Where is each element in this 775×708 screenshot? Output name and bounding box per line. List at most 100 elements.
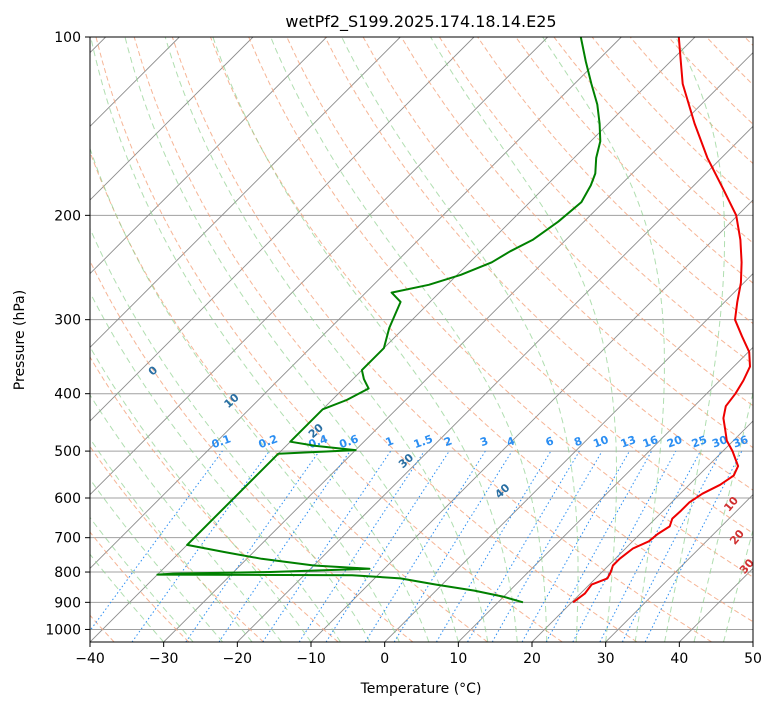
mixing-ratio-line [131, 450, 270, 642]
x-tick-label: −20 [223, 651, 253, 667]
x-tick-label: 10 [449, 651, 467, 667]
dry-adiabat-line [90, 531, 190, 642]
y-tick-label: 900 [54, 595, 81, 611]
moist-adiabat-line [723, 528, 753, 642]
isotherm-line [605, 494, 753, 642]
x-tick-label: −30 [149, 651, 179, 667]
dry-adiabat-line [400, 37, 753, 407]
mixing-ratio-line [644, 450, 743, 642]
profiles [156, 37, 751, 604]
moist-adiabat-line [664, 37, 726, 642]
isotherm-line [90, 37, 401, 348]
dewpoint-profile-line [156, 37, 602, 604]
isotherm-line [458, 346, 753, 642]
mixing-ratio-label: 1 [384, 434, 396, 449]
x-axis-label: Temperature (°C) [360, 681, 482, 697]
x-tick-label: −10 [296, 651, 326, 667]
temperature-profile-line [572, 37, 751, 604]
mixing-ratio-label: 10 [591, 433, 610, 451]
mixing-ratio-label: 8 [572, 434, 584, 449]
mixing-ratio-label: 20 [665, 433, 684, 451]
dry-adiabat-line [90, 356, 339, 642]
mixing-ratio-label: 36 [731, 433, 750, 451]
mixing-ratio-label: 30 [710, 433, 729, 451]
mixing-ratio-label: 3 [478, 434, 490, 449]
mixing-ratio-lines [90, 450, 743, 642]
mixing-ratio-label: 6 [544, 434, 556, 449]
mixing-ratio-line [218, 450, 351, 642]
moist-adiabat-line [124, 37, 459, 642]
isotherm-line [90, 37, 622, 569]
dry-adiabat-line [515, 37, 753, 284]
mixing-ratio-line [545, 450, 653, 642]
mixing-ratio-label: 25 [690, 433, 709, 450]
isobar-grid [90, 37, 753, 630]
mixing-ratio-label: 13 [619, 433, 638, 450]
dry-adiabat-line [171, 37, 712, 642]
dry-adiabat-line [95, 37, 563, 642]
x-tick-label: 30 [597, 651, 615, 667]
plot-area: 0.10.20.40.611.52346810131620253036-100-… [90, 37, 770, 642]
mixing-ratio-label: 0.1 [210, 432, 233, 451]
isotherm-line [90, 37, 475, 422]
dry-adiabat-line [248, 37, 753, 578]
dry-adiabat-line [210, 37, 753, 623]
y-tick-label: 300 [54, 313, 81, 329]
moist-adiabat-line [90, 227, 371, 642]
mixing-ratio-label: 1.5 [412, 432, 435, 451]
y-tick-label: 500 [54, 444, 81, 460]
x-axis: −40 −30 −20 −10 0 10 20 30 40 50 [75, 642, 762, 667]
y-tick-label: 700 [54, 531, 81, 547]
y-axis-label: Pressure (hPa) [12, 290, 28, 390]
mixing-ratio-label: 4 [505, 434, 517, 449]
isotherm-line [90, 37, 327, 275]
mixing-ratio-line [521, 450, 630, 642]
mixing-ratio-line [298, 450, 425, 642]
mixing-ratio-label: 0.2 [257, 432, 280, 451]
mixing-ratio-line [185, 450, 320, 642]
isotherm-line [90, 37, 254, 201]
y-tick-label: 1000 [45, 622, 81, 638]
isotherm-line [237, 125, 753, 642]
moist-adiabat-line [90, 516, 194, 642]
x-tick-label: 0 [380, 651, 389, 667]
moist-adiabat-line [90, 437, 253, 642]
moist-adiabat-line [270, 37, 548, 642]
isotherm-line [531, 420, 753, 642]
dry-adiabat-line [324, 37, 753, 491]
moist-adiabat-line [90, 394, 282, 642]
mixing-ratio-label: 0.6 [338, 432, 361, 451]
moist-adiabat-line [693, 390, 753, 642]
mixing-ratio-label: 2 [442, 434, 454, 449]
isotherm-line [384, 273, 753, 642]
y-tick-label: 100 [54, 30, 81, 46]
x-tick-label: 20 [523, 651, 541, 667]
y-tick-label: 600 [54, 491, 81, 507]
mixing-ratio-line [90, 450, 223, 632]
y-tick-label: 200 [54, 208, 81, 224]
plot-frame [89, 36, 754, 643]
y-axis: 100 200 300 400 500 600 700 800 900 1000 [45, 30, 90, 638]
moist-adiabat-line [90, 478, 223, 642]
chart-title: wetPf2_S199.2025.174.18.14.E25 [285, 12, 556, 32]
x-tick-label: 50 [744, 651, 762, 667]
dry-adiabat-line [438, 37, 753, 366]
moist-adiabat-line [430, 37, 617, 642]
mixing-ratio-label: 16 [641, 433, 660, 451]
moist-adiabat-label: 40 [750, 583, 770, 603]
isotherm-line [90, 37, 548, 496]
moist-adiabat-line [90, 345, 312, 642]
mixing-ratio-line [325, 450, 450, 642]
moist-adiabat-line [90, 291, 341, 642]
isotherm-line [163, 52, 753, 642]
x-tick-label: 40 [670, 651, 688, 667]
dry-adiabat-line [90, 445, 264, 642]
y-tick-label: 800 [54, 565, 81, 581]
mixing-ratio-line [393, 450, 513, 642]
dry-adiabats [90, 37, 753, 642]
mixing-ratio-line [262, 450, 392, 642]
moist-adiabat-line [90, 553, 165, 642]
y-tick-label: 400 [54, 387, 81, 403]
